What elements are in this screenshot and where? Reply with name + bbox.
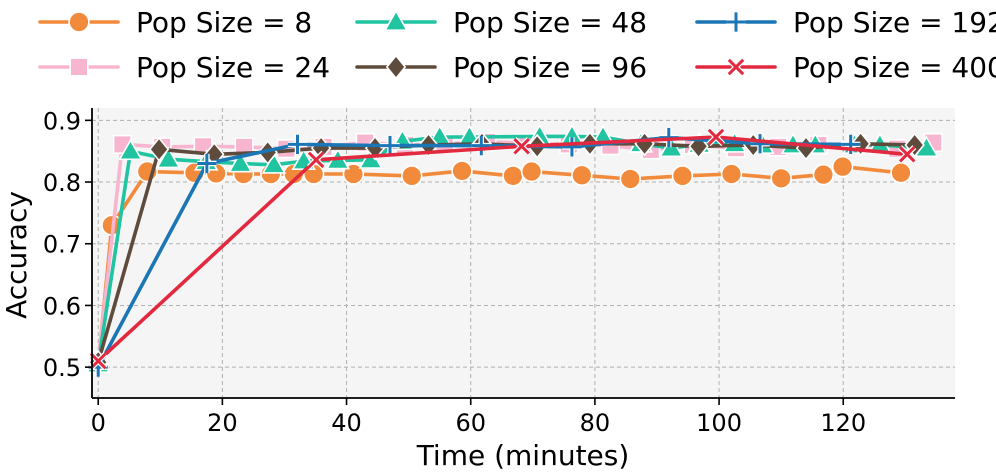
data-point [156, 146, 181, 169]
legend-label: Pop Size = 48 [453, 6, 647, 39]
legend: Pop Size = 8 Pop Size = 24 Pop Size = 48 Po… [38, 6, 996, 84]
x-tick-label: 120 [820, 409, 866, 437]
x-tick-label: 20 [207, 409, 238, 437]
legend-label: Pop Size = 8 [136, 6, 312, 39]
data-point [890, 162, 912, 184]
data-point [619, 168, 642, 190]
data-point [228, 151, 253, 173]
data-point [831, 155, 854, 178]
data-point [502, 165, 524, 187]
y-tick-label: 0.7 [43, 231, 81, 259]
y-axis-label: Accuracy [0, 191, 33, 319]
legend-label: Pop Size = 96 [453, 51, 647, 84]
legend-label: Pop Size = 400 [793, 51, 996, 84]
legend-marker [68, 11, 90, 33]
data-point [571, 164, 593, 186]
legend-item-1: Pop Size = 24 [38, 51, 330, 84]
data-point [812, 163, 835, 186]
legend-marker [69, 57, 89, 77]
legend-label: Pop Size = 24 [136, 51, 330, 84]
legend-item-5: Pop Size = 400 [695, 51, 996, 84]
x-tick-label: 60 [455, 409, 486, 437]
y-tick-label: 0.5 [43, 354, 81, 382]
data-point [513, 137, 530, 155]
x-axis-label: Time (minutes) [416, 439, 630, 472]
legend-item-0: Pop Size = 8 [38, 6, 312, 39]
data-point [562, 137, 582, 157]
legend-label: Pop Size = 192 [793, 6, 996, 39]
tick-labels: 0 20 40 60 80 100 120 0.5 0.6 0.7 0.8 0.9 [43, 107, 866, 437]
data-point [287, 134, 308, 155]
x-tick-label: 0 [91, 409, 106, 437]
series-5 [89, 127, 917, 371]
data-point [197, 153, 217, 174]
data-point [148, 136, 170, 162]
y-tick-label: 0.9 [43, 107, 81, 135]
data-point [471, 136, 491, 156]
x-tick-label: 80 [580, 409, 611, 437]
data-point [89, 352, 107, 370]
grid [92, 108, 955, 398]
axes [91, 108, 955, 399]
y-tick-label: 0.8 [43, 169, 81, 197]
data-point [720, 163, 743, 185]
legend-marker [726, 12, 746, 32]
y-tick-label: 0.6 [43, 292, 81, 320]
data-point [307, 151, 325, 169]
data-point [451, 160, 473, 182]
legend-item-2: Pop Size = 48 [355, 6, 647, 39]
data-point [671, 165, 694, 187]
legend-item-3: Pop Size = 96 [355, 51, 647, 84]
series-4 [88, 128, 861, 377]
data-point [707, 128, 725, 146]
data-point [770, 167, 792, 190]
legend-marker [727, 58, 745, 76]
data-point [750, 134, 770, 154]
legend-item-4: Pop Size = 192 [695, 6, 996, 39]
data-point [520, 160, 543, 183]
legend-marker [385, 54, 407, 80]
series-group [85, 123, 943, 377]
data-point [898, 146, 916, 163]
data-point [401, 165, 423, 187]
x-tick-label: 100 [696, 409, 742, 437]
data-point [850, 131, 871, 157]
data-point [118, 138, 143, 161]
data-point [380, 136, 400, 156]
legend-marker [383, 9, 409, 31]
x-tick-label: 40 [331, 409, 362, 437]
